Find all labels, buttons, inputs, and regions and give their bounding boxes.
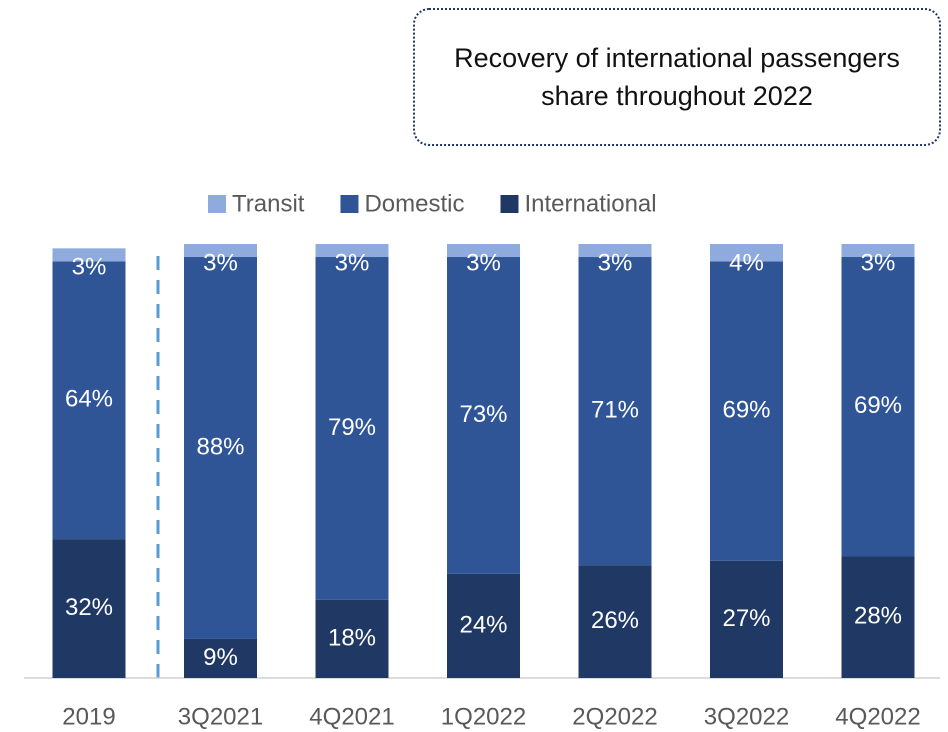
bar-segment — [315, 257, 389, 600]
legend-swatch — [500, 195, 519, 213]
data-label: 32% — [65, 594, 113, 621]
bar-segment — [315, 244, 389, 258]
bar-segment — [184, 257, 257, 639]
bar-segment — [710, 244, 783, 262]
data-label: 88% — [196, 433, 244, 460]
bar-segment — [315, 599, 389, 678]
bar-segment — [52, 539, 126, 678]
bar-segment — [841, 244, 915, 258]
data-label: 24% — [459, 611, 507, 638]
legend-swatch — [340, 195, 359, 213]
bar-segment — [578, 244, 652, 258]
data-label: 9% — [203, 644, 238, 671]
data-label: 73% — [459, 401, 507, 428]
data-label: 28% — [854, 603, 902, 630]
legend-label: Domestic — [364, 190, 464, 217]
bar-segment — [184, 244, 257, 258]
x-tick-label: 3Q2022 — [704, 703, 789, 730]
data-label: 3% — [72, 254, 107, 281]
bar-segment — [447, 573, 520, 678]
bar-segment — [184, 638, 257, 678]
bar-segment — [710, 560, 783, 678]
data-label: 4% — [729, 249, 764, 276]
bar-segment — [52, 248, 126, 262]
data-label: 64% — [65, 386, 113, 413]
bar-segment — [578, 257, 652, 566]
data-label: 18% — [328, 624, 376, 651]
legend-label: Transit — [232, 190, 305, 217]
bar-segment — [447, 257, 520, 574]
legend-swatch — [208, 195, 226, 213]
bar-segment — [710, 261, 783, 561]
x-tick-label: 2Q2022 — [572, 703, 657, 730]
x-tick-label: 4Q2021 — [309, 703, 394, 730]
bar-segment — [841, 257, 915, 557]
x-tick-label: 3Q2021 — [178, 703, 263, 730]
x-tick-label: 1Q2022 — [441, 703, 526, 730]
annotation: Recovery of international passengers sha… — [413, 8, 941, 146]
legend-label: International — [525, 190, 657, 217]
bar-segment — [52, 261, 126, 540]
bar-segment — [841, 556, 915, 678]
data-label: 26% — [591, 607, 639, 634]
x-tick-label: 4Q2022 — [835, 703, 920, 730]
data-label: 69% — [854, 392, 902, 419]
data-label: 3% — [861, 249, 896, 276]
data-label: 27% — [722, 605, 770, 632]
bar-segment — [578, 565, 652, 678]
data-label: 3% — [335, 249, 370, 276]
data-label: 69% — [722, 396, 770, 423]
data-label: 3% — [203, 249, 238, 276]
data-label: 3% — [466, 249, 501, 276]
x-tick-label: 2019 — [62, 703, 115, 730]
data-label: 3% — [598, 249, 633, 276]
data-label: 79% — [328, 414, 376, 441]
data-label: 71% — [591, 396, 639, 423]
bar-segment — [447, 244, 520, 258]
